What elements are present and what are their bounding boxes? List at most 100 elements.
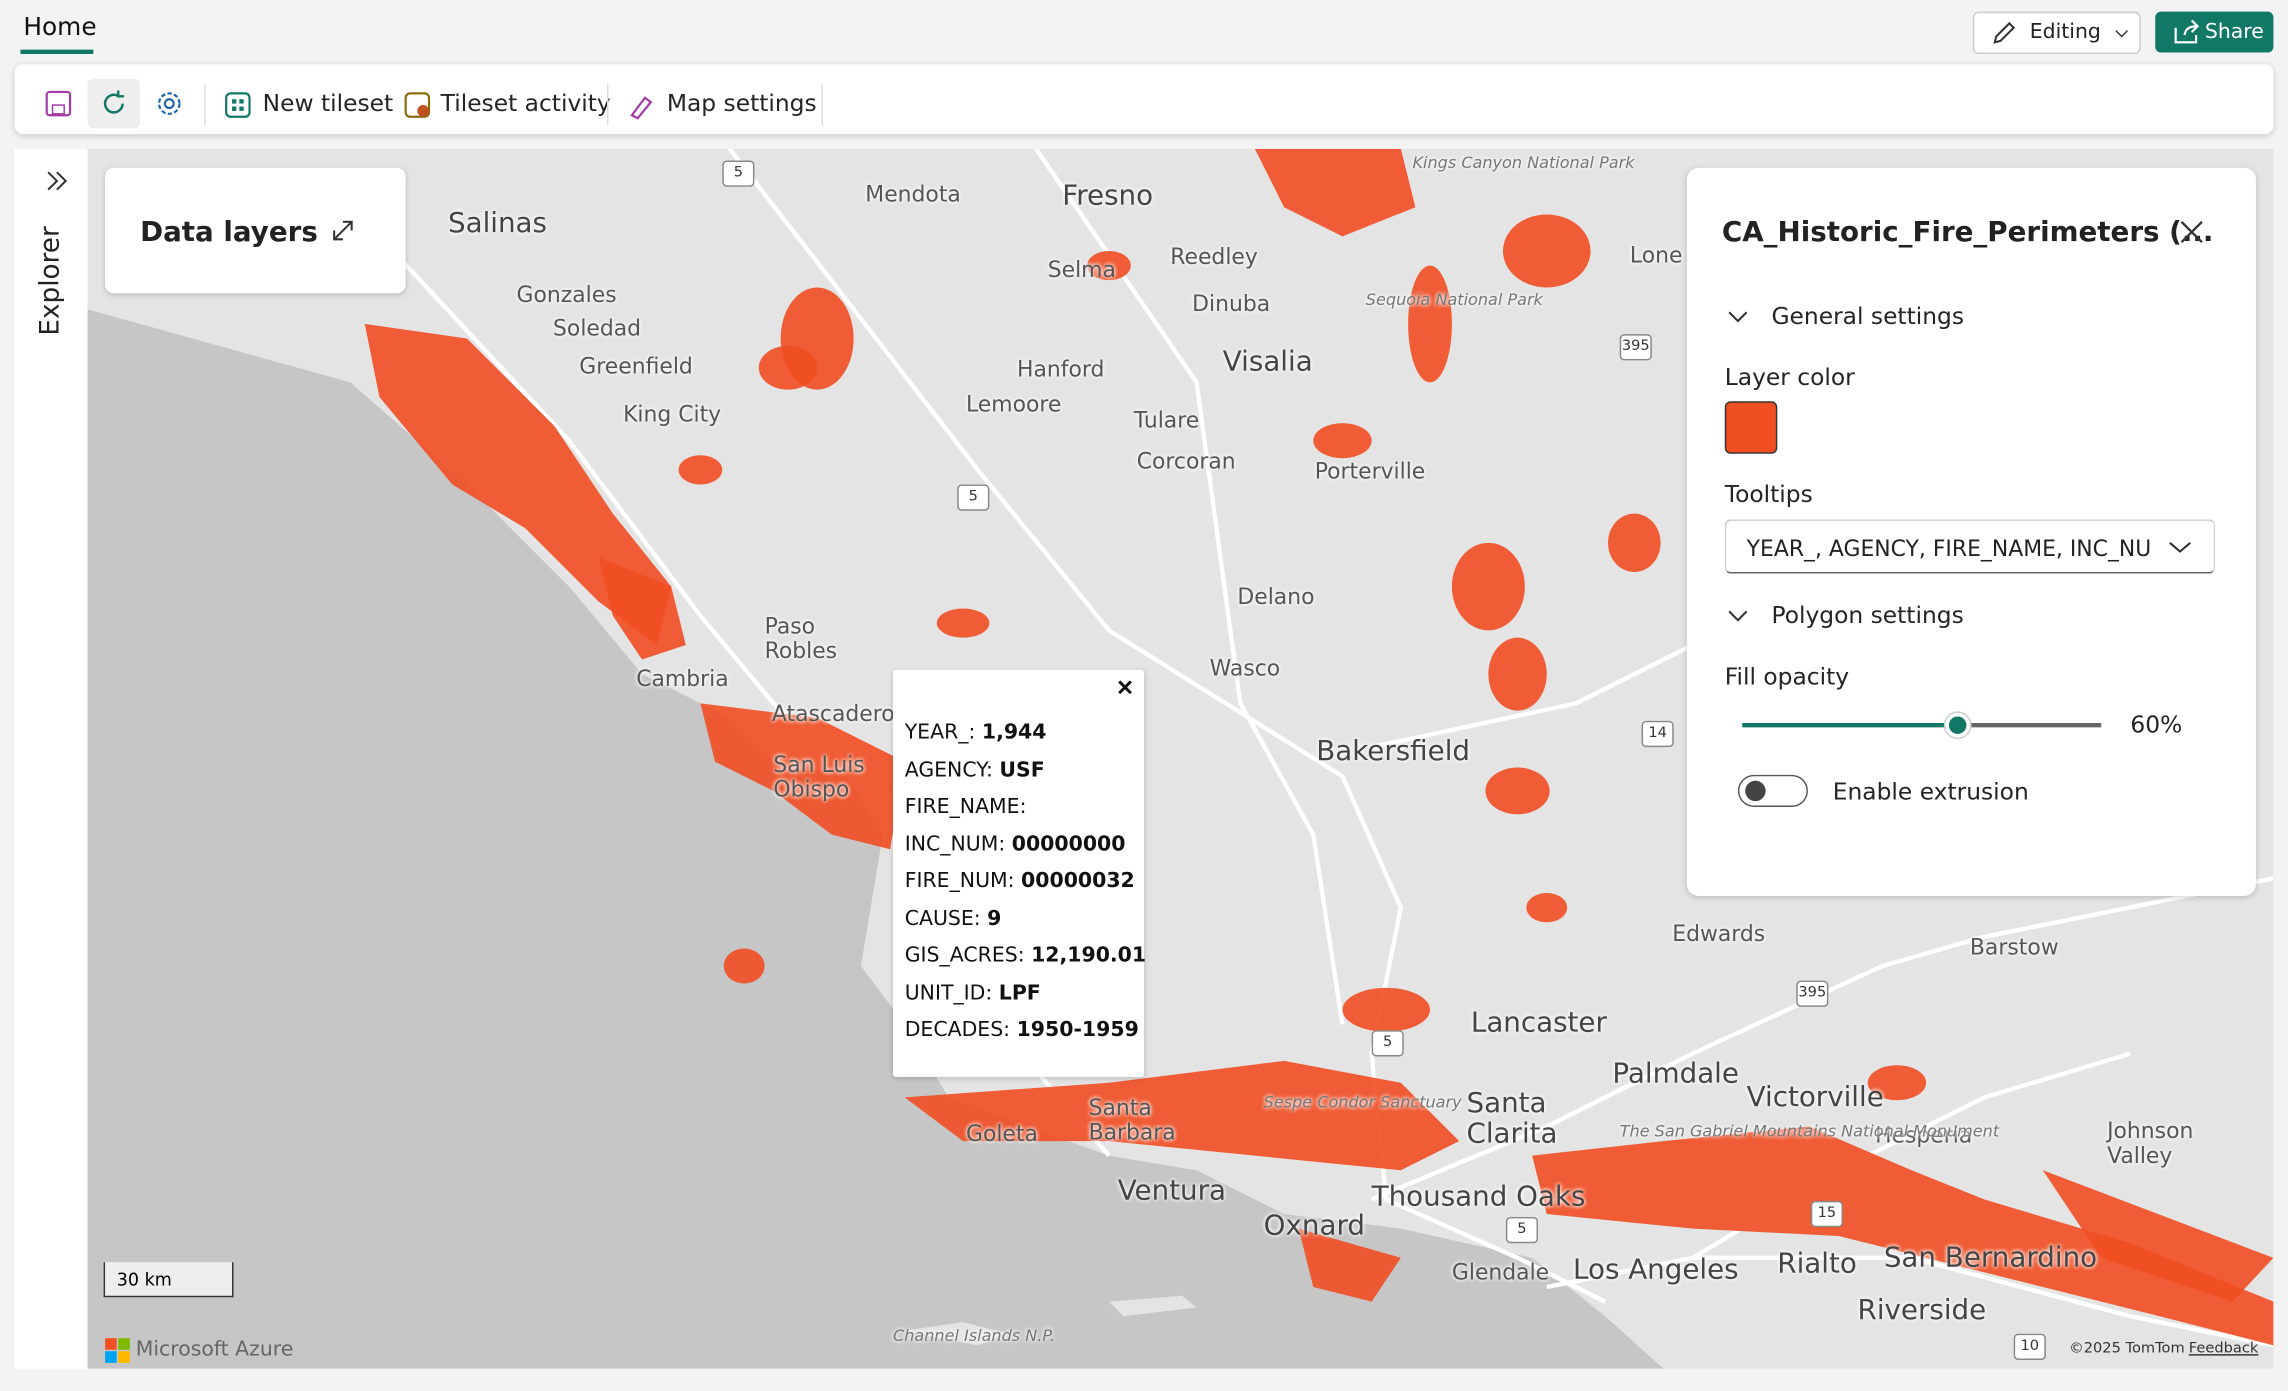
map-label: Sequoia National Park [1365, 290, 1543, 310]
popup-value: 1,944 [981, 720, 1047, 745]
highway-shield: 5 [957, 484, 990, 511]
pencil-icon [1993, 21, 2016, 44]
popup: YEAR_: 1,944 AGENCY: USF FIRE_NAME: INC_NU… [893, 669, 1146, 1077]
map-label: Thousand Oaks [1371, 1180, 1586, 1213]
map-label: Tulare [1133, 407, 1200, 434]
dropdown-cover [2149, 522, 2214, 571]
tab-underline [20, 49, 94, 54]
map-label: King City [623, 401, 722, 428]
fill-opacity-label: Fill opacity [1724, 662, 1850, 691]
popup-row: FIRE_NUM: 00000032 [905, 870, 1146, 893]
separator [821, 84, 823, 126]
map-label: Santa Barbara [1088, 1094, 1176, 1145]
map-label: Glendale [1451, 1259, 1550, 1286]
home-tab[interactable]: Home [23, 13, 97, 43]
slider-thumb-dot [1948, 716, 1967, 734]
editing-label: Editing [2029, 20, 2101, 44]
map-label: Paso Robles [764, 612, 838, 664]
map-label: Ventura [1117, 1174, 1227, 1207]
highway-shield: 14 [1641, 720, 1674, 748]
map-label: Gonzales [516, 281, 617, 308]
map-label: Corcoran [1136, 447, 1236, 475]
feedback[interactable]: Feedback [2188, 1341, 2259, 1358]
map-label: Hanford [1017, 356, 1105, 383]
chevron[interactable] [1728, 608, 1748, 623]
map-label: Bakersfield [1316, 735, 1471, 768]
map-label: Wasco [1209, 655, 1281, 682]
activity-icon [404, 92, 431, 118]
share-icon [2174, 19, 2200, 44]
map-label: Kings Canyon National Park [1412, 153, 1635, 173]
popup-key: FIRE_NUM: [904, 869, 1015, 894]
map-label: Selma [1047, 256, 1116, 284]
expand-icon[interactable] [44, 169, 70, 192]
chevron [2115, 30, 2129, 38]
popup-row: INC_NUM: 00000000 [905, 832, 1146, 855]
popup-row: DECADES: 1950-1959 [905, 1019, 1146, 1042]
popup-row: YEAR_: 1,944 [905, 721, 1146, 744]
share-label: Share [2204, 20, 2264, 44]
popup-key: INC_NUM: [904, 832, 1006, 856]
map-label: Palmdale [1612, 1057, 1739, 1091]
settings-icon[interactable] [155, 89, 184, 118]
general-settings[interactable]: General settings [1771, 302, 1965, 330]
map-settings[interactable]: Map settings [666, 89, 817, 117]
map-label: Edwards [1672, 920, 1766, 948]
popup-close[interactable] [1116, 679, 1134, 697]
map-label: Atascadero [771, 700, 895, 727]
map-label: Riverside [1857, 1294, 1987, 1327]
map-label: Greenfield [579, 353, 693, 380]
extrusion-toggle[interactable] [1737, 774, 1808, 807]
highway-shield: 5 [1371, 1030, 1404, 1057]
refresh-icon[interactable] [99, 89, 128, 118]
explorer-label[interactable]: Explorer [35, 226, 66, 336]
map-label: Channel Islands N.P. [893, 1326, 1055, 1346]
fill-opacity-value: 60% [2130, 710, 2183, 739]
sidebar [14, 148, 88, 1369]
share-button[interactable]: Share [2155, 11, 2274, 53]
toggle-knob [1745, 780, 1766, 802]
highway-shield: 5 [1505, 1216, 1538, 1244]
popup-rows: YEAR_: 1,944 AGENCY: USF FIRE_NAME: INC_NU… [905, 721, 1146, 1056]
polygon-settings[interactable]: Polygon settings [1771, 601, 1964, 629]
map-label: Cambria [636, 665, 729, 692]
popup-key: AGENCY: [904, 758, 993, 782]
map-label: Lone [1629, 242, 1683, 269]
map-label: Oxnard [1263, 1209, 1365, 1242]
panel-close[interactable] [2179, 219, 2205, 245]
layer-color-swatch[interactable] [1724, 401, 1778, 454]
map-label: Barstow [1969, 933, 2059, 961]
tileset-activity[interactable]: Tileset activity [440, 89, 611, 117]
tooltips-value: YEAR_, AGENCY, FIRE_NAME, INC_NU [1746, 535, 2152, 562]
opacity-slider[interactable] [1736, 709, 2107, 741]
tooltips-label: Tooltips [1724, 480, 1813, 508]
map-label: Visalia [1222, 345, 1313, 378]
chevron [2169, 542, 2191, 553]
tooltips-dropdown[interactable]: YEAR_, AGENCY, FIRE_NAME, INC_NU [1724, 519, 2216, 574]
map-label: San Luis Obispo [773, 751, 865, 802]
brand: Microsoft Azure [135, 1338, 294, 1362]
map-label: Salinas [447, 207, 547, 240]
editing-button[interactable]: Editing [1972, 11, 2141, 54]
popup-value: 00000032 [1021, 869, 1135, 894]
map-label: Porterville [1314, 458, 1426, 485]
popup-value: 9 [987, 906, 1002, 931]
save-icon[interactable] [44, 89, 73, 118]
map-label: Delano [1237, 583, 1315, 610]
new-tileset[interactable]: New tileset [262, 89, 394, 117]
popup-row: GIS_ACRES: 12,190.01 [905, 944, 1146, 967]
attribution: ©2025 TomTom [2069, 1341, 2185, 1358]
popup-value: USF [999, 758, 1045, 782]
refresh-bg [87, 78, 141, 129]
popout-icon[interactable] [330, 217, 356, 243]
enable-extrusion: Enable extrusion [1832, 777, 2029, 806]
popup-key: GIS_ACRES: [904, 944, 1025, 968]
layer-color-label: Layer color [1724, 363, 1855, 392]
fire-perimeters [364, 148, 2274, 1346]
tileset-icon [225, 92, 251, 118]
highway-shield: 10 [2013, 1333, 2046, 1360]
popup-value: 00000000 [1011, 832, 1126, 856]
popup-key: UNIT_ID: [904, 981, 993, 1005]
chevron[interactable] [1728, 309, 1748, 324]
